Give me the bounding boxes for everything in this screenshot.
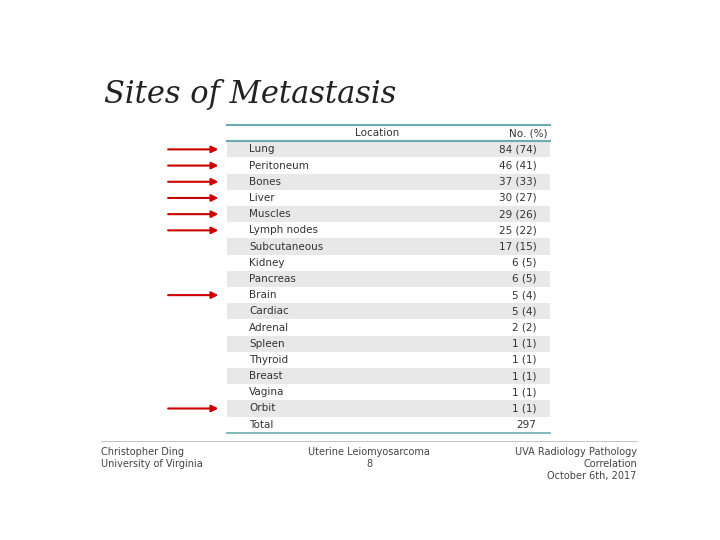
Text: 46 (41): 46 (41) <box>499 160 536 171</box>
Text: Kidney: Kidney <box>249 258 284 268</box>
Text: Cardiac: Cardiac <box>249 306 289 316</box>
Text: 84 (74): 84 (74) <box>499 144 536 154</box>
Text: Brain: Brain <box>249 290 276 300</box>
Bar <box>227 271 550 287</box>
Text: 25 (22): 25 (22) <box>499 225 536 235</box>
Text: Lung: Lung <box>249 144 274 154</box>
Bar <box>227 239 550 255</box>
Text: 5 (4): 5 (4) <box>512 290 536 300</box>
Text: 29 (26): 29 (26) <box>499 209 536 219</box>
Text: 2 (2): 2 (2) <box>512 322 536 333</box>
Bar <box>227 303 550 320</box>
Text: Christopher Ding
University of Virginia: Christopher Ding University of Virginia <box>101 447 203 469</box>
Text: 1 (1): 1 (1) <box>512 355 536 365</box>
Text: Lymph nodes: Lymph nodes <box>249 225 318 235</box>
Text: 1 (1): 1 (1) <box>512 387 536 397</box>
Bar <box>227 206 550 222</box>
Bar <box>227 174 550 190</box>
Text: 297: 297 <box>516 420 536 430</box>
Text: Thyroid: Thyroid <box>249 355 288 365</box>
Text: 5 (4): 5 (4) <box>512 306 536 316</box>
Bar <box>227 368 550 384</box>
Text: Orbit: Orbit <box>249 403 276 414</box>
Text: Peritoneum: Peritoneum <box>249 160 309 171</box>
Text: Subcutaneous: Subcutaneous <box>249 241 323 252</box>
Text: 1 (1): 1 (1) <box>512 403 536 414</box>
Text: 30 (27): 30 (27) <box>499 193 536 203</box>
Text: Spleen: Spleen <box>249 339 284 349</box>
Text: 6 (5): 6 (5) <box>512 274 536 284</box>
Text: Adrenal: Adrenal <box>249 322 289 333</box>
Text: Sites of Metastasis: Sites of Metastasis <box>104 79 396 110</box>
Text: Breast: Breast <box>249 371 283 381</box>
Text: 1 (1): 1 (1) <box>512 371 536 381</box>
Text: 6 (5): 6 (5) <box>512 258 536 268</box>
Text: Liver: Liver <box>249 193 274 203</box>
Bar <box>227 400 550 416</box>
Text: Bones: Bones <box>249 177 281 187</box>
Text: Total: Total <box>249 420 274 430</box>
Bar <box>227 336 550 352</box>
Text: UVA Radiology Pathology
Correlation
October 6th, 2017: UVA Radiology Pathology Correlation Octo… <box>515 447 637 481</box>
Text: Vagina: Vagina <box>249 387 284 397</box>
Text: No. (%): No. (%) <box>509 128 547 138</box>
Text: Uterine Leiomyosarcoma
8: Uterine Leiomyosarcoma 8 <box>308 447 430 469</box>
Bar <box>227 141 550 158</box>
Text: 1 (1): 1 (1) <box>512 339 536 349</box>
Text: Pancreas: Pancreas <box>249 274 296 284</box>
Text: Muscles: Muscles <box>249 209 291 219</box>
Text: 17 (15): 17 (15) <box>499 241 536 252</box>
Text: Location: Location <box>355 128 400 138</box>
Text: 37 (33): 37 (33) <box>499 177 536 187</box>
